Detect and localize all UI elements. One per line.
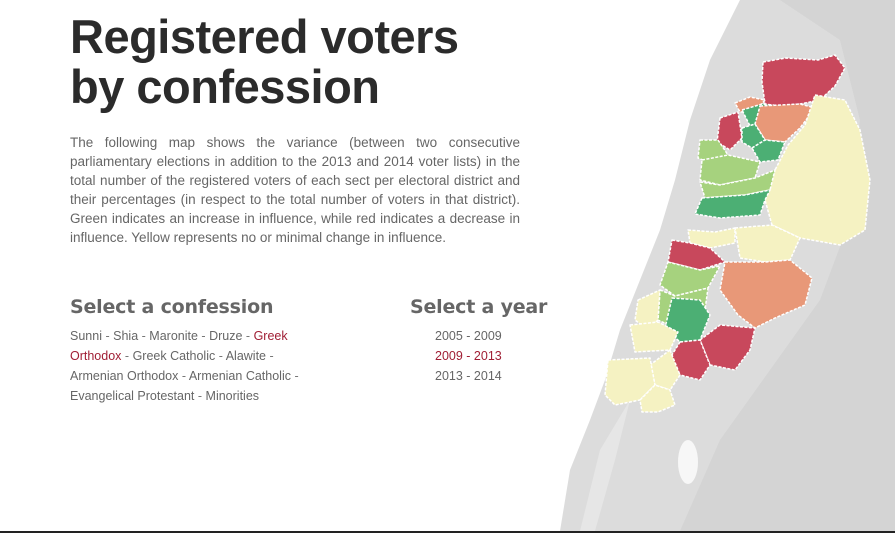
lebanon-map xyxy=(560,0,895,531)
district-west-bekaa xyxy=(719,259,813,329)
confession-option[interactable]: Druze xyxy=(209,329,243,343)
district-jbeil xyxy=(699,169,776,199)
district-nabatieh xyxy=(649,349,681,391)
intro-paragraph: The following map shows the variance (be… xyxy=(70,135,520,245)
district-hermel xyxy=(754,103,816,143)
confession-option[interactable]: Greek Orthodox xyxy=(70,329,288,363)
bottom-divider xyxy=(0,531,895,533)
confession-separator: - xyxy=(105,329,110,343)
district-kesrouan xyxy=(694,189,771,219)
district-batroun xyxy=(699,154,761,186)
confession-option[interactable]: Armenian Orthodox xyxy=(70,369,179,383)
year-heading: Select a year xyxy=(410,296,548,318)
confession-list: Sunni - Shia - Maronite - Druze - Greek … xyxy=(70,326,325,406)
confession-separator: - xyxy=(269,349,274,363)
confession-option[interactable]: Sunni xyxy=(70,329,102,343)
district-bsharri xyxy=(751,139,786,163)
confession-separator: - xyxy=(294,369,299,383)
confession-heading: Select a confession xyxy=(70,296,274,318)
confession-separator: - xyxy=(124,349,130,363)
terrain-left-ridge xyxy=(580,400,630,531)
confession-separator: - xyxy=(245,329,251,343)
confession-option[interactable]: Greek Catholic xyxy=(132,349,216,363)
confession-separator: - xyxy=(181,369,187,383)
confession-option[interactable]: Shia xyxy=(113,329,139,343)
confession-separator: - xyxy=(141,329,146,343)
confession-option[interactable]: Alawite xyxy=(225,349,266,363)
year-option[interactable]: 2005 - 2009 xyxy=(435,329,502,343)
year-option[interactable]: 2009 - 2013 xyxy=(435,349,502,363)
year-list: 2005 - 2009 2009 - 2013 2013 - 2014 xyxy=(435,326,515,386)
confession-option[interactable]: Minorities xyxy=(205,389,260,403)
terrain-shade xyxy=(680,0,895,531)
year-option[interactable]: 2013 - 2014 xyxy=(435,369,502,383)
page-title: Registered voters by confession xyxy=(70,12,550,112)
confession-option[interactable]: Armenian Catholic xyxy=(188,369,291,383)
confession-separator: - xyxy=(218,349,223,363)
confession-separator: - xyxy=(201,329,206,343)
lake-shape xyxy=(678,440,698,484)
title-line-2: by confession xyxy=(70,60,380,113)
title-line-1: Registered voters xyxy=(70,10,459,63)
district-zgharta xyxy=(741,123,766,149)
confession-separator: - xyxy=(197,389,203,403)
confession-option[interactable]: Maronite xyxy=(149,329,198,343)
district-zahrani xyxy=(629,321,679,353)
district-bint-jbeil xyxy=(639,384,676,413)
district-tripoli xyxy=(716,111,743,151)
confession-option[interactable]: Evangelical Protestant xyxy=(70,389,195,403)
